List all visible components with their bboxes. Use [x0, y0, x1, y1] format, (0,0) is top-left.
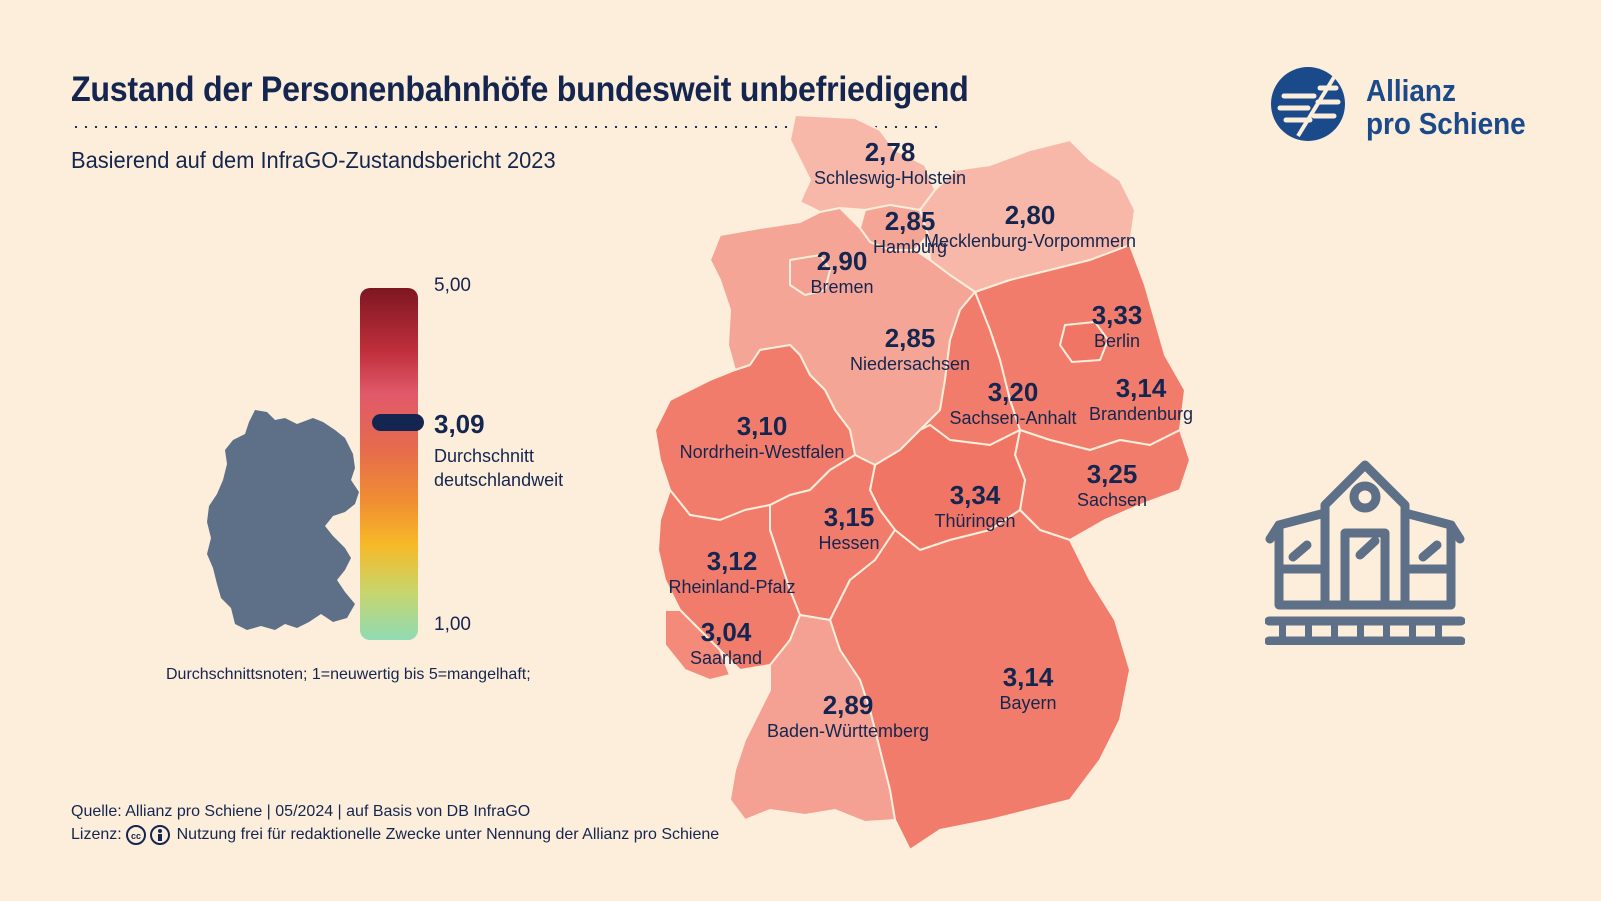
- region-label-brandenburg: 3,14 Brandenburg: [1089, 373, 1193, 425]
- region-label-hamburg: 2,85 Hamburg: [873, 206, 947, 258]
- allianz-logo-icon: [1271, 67, 1345, 141]
- region-label-bayern: 3,14 Bayern: [999, 662, 1056, 714]
- state-baden-wuerttemberg: [729, 614, 896, 823]
- region-label-sachsen: 3,25 Sachsen: [1077, 459, 1147, 511]
- region-value: 3,12: [706, 546, 758, 576]
- title-divider: [71, 126, 943, 128]
- state-saarland: [664, 609, 731, 681]
- region-value: 2,78: [864, 137, 916, 167]
- region-label-saarland: 3,04 Saarland: [690, 617, 762, 669]
- scale-max-label: 5,00: [434, 275, 471, 296]
- logo-line-2: pro Schiene: [1366, 106, 1526, 141]
- average-marker: [372, 414, 424, 431]
- region-name: Mecklenburg-Vorpommern: [923, 231, 1137, 251]
- region-label-bremen: 2,90 Bremen: [810, 246, 873, 298]
- region-value: 3,15: [823, 502, 875, 532]
- license-text: Nutzung frei für redaktionelle Zwecke un…: [176, 826, 720, 844]
- region-value: 2,85: [884, 323, 936, 353]
- average-label-line-1: Durchschnitt: [434, 446, 535, 466]
- region-name: Hamburg: [872, 237, 948, 257]
- state-bremen: [789, 254, 831, 296]
- license-prefix: Lizenz:: [71, 826, 122, 844]
- region-name: Thüringen: [934, 511, 1016, 531]
- region-value: 3,14: [1115, 373, 1167, 403]
- logo-line-1: Allianz: [1366, 73, 1456, 108]
- license-line: Lizenz: cc Nutzung frei für redaktionell…: [71, 825, 719, 845]
- region-name: Berlin: [1093, 331, 1141, 351]
- region-name: Bayern: [999, 693, 1057, 713]
- region-name: Rheinland-Pfalz: [668, 577, 796, 597]
- average-label-line-2: deutschlandweit: [434, 470, 564, 490]
- region-name: Sachsen-Anhalt: [949, 408, 1077, 428]
- region-value: 2,80: [1004, 200, 1056, 230]
- region-label-thueringen: 3,34 Thüringen: [934, 480, 1015, 532]
- region-label-rheinland-pfalz: 3,12 Rheinland-Pfalz: [668, 546, 795, 598]
- region-name: Baden-Württemberg: [766, 721, 930, 741]
- region-value: 2,90: [816, 246, 868, 276]
- region-name: Sachsen: [1076, 490, 1148, 510]
- region-name: Brandenburg: [1088, 404, 1194, 424]
- region-value: 3,20: [987, 377, 1039, 407]
- scale-gradient-bar: [360, 288, 418, 640]
- germany-states-map: [654, 114, 1191, 851]
- region-value: 3,33: [1091, 300, 1143, 330]
- region-value: 3,34: [949, 480, 1001, 510]
- logo-text: Allianz pro Schiene: [1366, 74, 1526, 140]
- region-value: 3,04: [700, 617, 752, 647]
- region-name: Nordrhein-Westfalen: [679, 442, 845, 462]
- station-building-icon: [1265, 460, 1465, 645]
- region-name: Hessen: [818, 533, 880, 553]
- region-label-berlin: 3,33 Berlin: [1092, 300, 1143, 352]
- cc-by-icon: cc: [126, 825, 171, 845]
- region-value: 3,25: [1086, 459, 1138, 489]
- region-name: Niedersachsen: [849, 354, 971, 374]
- average-value: 3,09: [434, 409, 485, 439]
- region-value: 3,14: [1002, 662, 1054, 692]
- svg-text:cc: cc: [131, 831, 141, 841]
- region-name: Schleswig-Holstein: [813, 168, 967, 188]
- region-label-sachsen-anhalt: 3,20 Sachsen-Anhalt: [949, 377, 1076, 429]
- region-label-niedersachsen: 2,85 Niedersachsen: [850, 323, 970, 375]
- page-title: Zustand der Personenbahnhöfe bundesweit …: [71, 70, 969, 109]
- region-label-mecklenburg-vorpommern: 2,80 Mecklenburg-Vorpommern: [924, 200, 1136, 252]
- region-name: Bremen: [810, 277, 874, 297]
- legend-note: Durchschnittsnoten; 1=neuwertig bis 5=ma…: [166, 666, 531, 683]
- region-name: Saarland: [689, 648, 763, 668]
- region-value: 2,85: [884, 206, 936, 236]
- state-berlin: [1059, 321, 1109, 363]
- source-text: Quelle: Allianz pro Schiene | 05/2024 | …: [71, 803, 531, 820]
- page-subtitle: Basierend auf dem InfraGO-Zustandsberich…: [71, 147, 556, 173]
- region-value: 3,10: [736, 411, 788, 441]
- region-label-schleswig-holstein: 2,78 Schleswig-Holstein: [814, 137, 966, 189]
- region-label-hessen: 3,15 Hessen: [818, 502, 879, 554]
- region-label-baden-wuerttemberg: 2,89 Baden-Württemberg: [767, 690, 929, 742]
- scale-min-label: 1,00: [434, 614, 471, 635]
- average-label: Durchschnitt deutschlandweit: [434, 444, 563, 492]
- region-label-nordrhein-westfalen: 3,10 Nordrhein-Westfalen: [680, 411, 845, 463]
- germany-silhouette-icon: [207, 410, 359, 630]
- region-value: 2,89: [822, 690, 874, 720]
